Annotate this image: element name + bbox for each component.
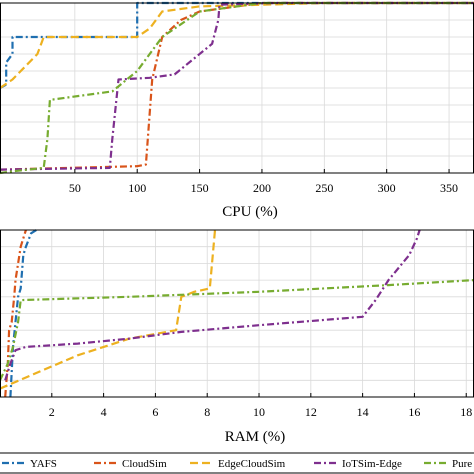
legend-label: IoTSim-Edge [342,458,402,470]
legend-label: YAFS [30,458,57,470]
ram-tick-label: 8 [204,405,210,419]
cpu-axis-label: CPU (%) [222,204,277,220]
cpu-tick-label: 200 [253,181,271,195]
cpu-series-yafs [0,1,474,89]
ram-tick-label: 10 [253,405,265,419]
ram-tick-label: 6 [152,405,158,419]
ram-series-iotsim-edge [4,229,421,381]
legend-label: CloudSim [122,458,167,470]
cpu-tick-label: 350 [440,181,458,195]
ram-tick-label: 4 [101,405,107,419]
legend-entry-pure: Pure [424,458,472,470]
ram-series-yafs [9,229,37,398]
cpu-series-pure [0,1,474,175]
legend-entry-cloudsim: CloudSim [94,458,167,470]
ram-series-edgecloudsim [0,229,217,390]
ram-series-cloudsim [4,229,27,398]
cpu-series-cloudsim [0,1,474,171]
ram-tick-label: 16 [408,405,420,419]
legend-entry-edgecloudsim: EdgeCloudSim [190,458,286,470]
cpu-series-iotsim-edge [0,1,474,171]
ram-axis-label: RAM (%) [225,429,285,445]
cpu-tick-label: 250 [315,181,333,195]
legend: YAFS CloudSim EdgeCloudSim IoTSim-Edge Pure [0,452,474,474]
cpu-tick-label: 300 [378,181,396,195]
cpu-tick-label: 50 [69,181,81,195]
legend-box [0,452,474,474]
ram-series-group [0,229,474,398]
cpu-tick-label: 150 [191,181,209,195]
ram-tick-label: 12 [305,405,317,419]
cpu-panel: 50 100 150 200 250 300 350 [0,1,474,195]
ram-tick-label: 18 [460,405,472,419]
cpu-series-edgecloudsim [0,1,474,89]
ram-panel: 2 4 6 8 10 12 14 16 18 [0,229,474,419]
ram-tick-label: 14 [357,405,369,419]
ram-series-pure [0,279,474,381]
legend-entry-iotsim-edge: IoTSim-Edge [314,458,402,470]
legend-label: EdgeCloudSim [218,458,286,470]
legend-entry-yafs: YAFS [2,458,57,470]
legend-label: Pure [452,458,472,470]
cpu-tick-label: 100 [128,181,146,195]
ram-tick-label: 2 [49,405,55,419]
